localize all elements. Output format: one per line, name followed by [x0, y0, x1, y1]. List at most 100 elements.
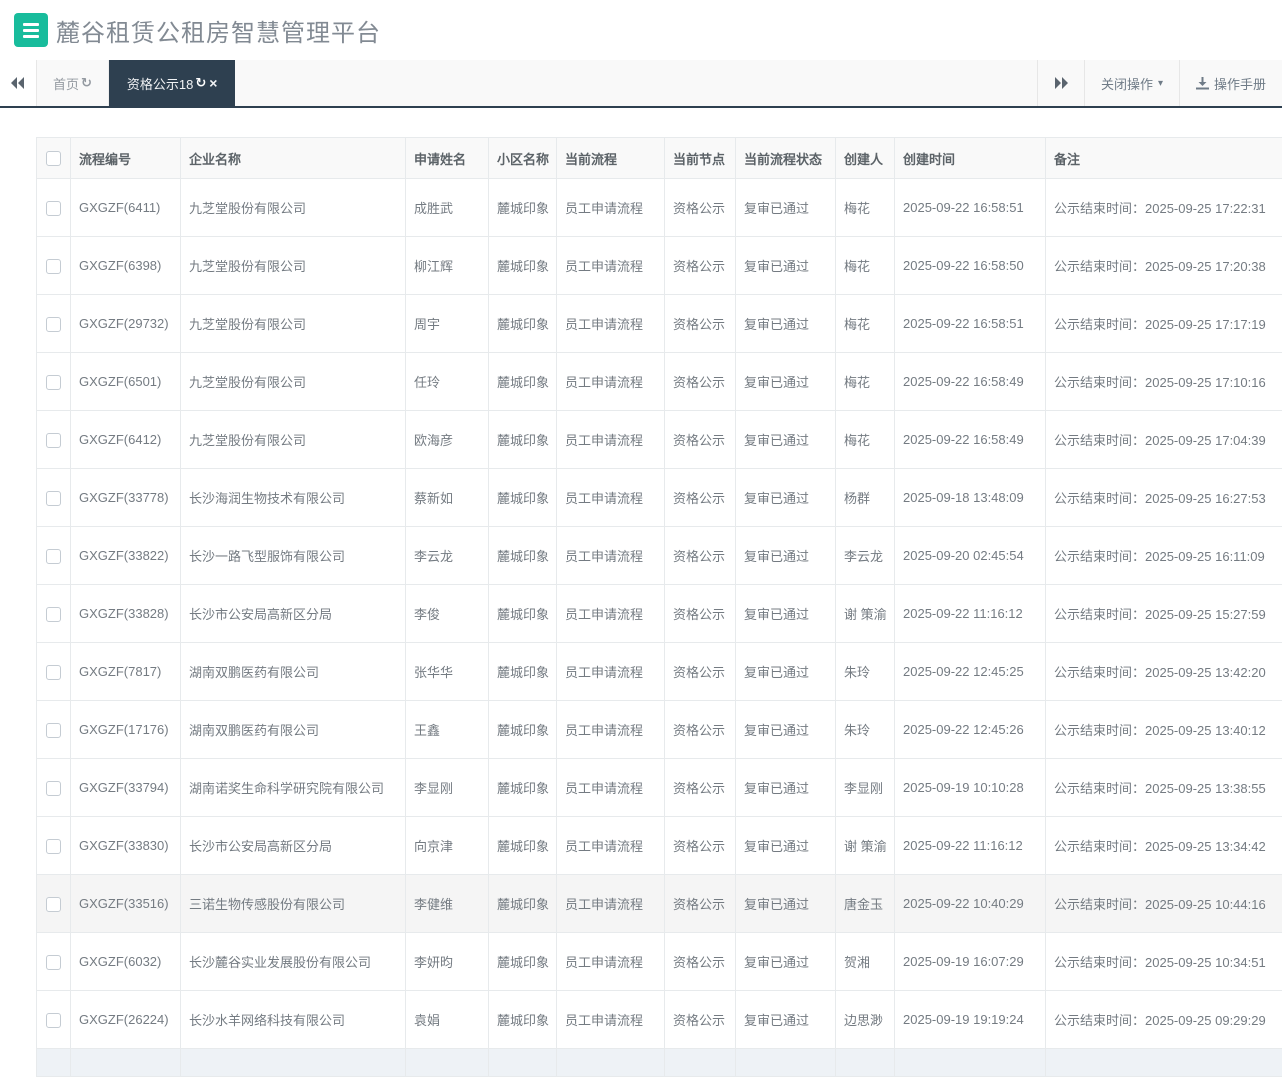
cell-current-node: 资格公示: [664, 816, 736, 875]
table-row[interactable]: GXGZF(26224) 长沙水羊网络科技有限公司 袁娟 麓城印象 员工申请流程…: [36, 990, 1282, 1049]
table-row-partial[interactable]: [36, 1048, 1282, 1077]
cell-remark: 公示结束时间：2025-09-25 17:04:39: [1045, 410, 1282, 469]
cell-applicant: 李健维: [405, 874, 489, 933]
row-checkbox[interactable]: [46, 200, 61, 216]
close-tab-icon[interactable]: ×: [209, 75, 218, 91]
table-row[interactable]: GXGZF(6398) 九芝堂股份有限公司 柳江辉 麓城印象 员工申请流程 资格…: [36, 236, 1282, 295]
cell-created-time: [894, 1048, 1046, 1077]
column-header-applicant: 申请姓名: [405, 137, 489, 179]
cell-current-node: 资格公示: [664, 352, 736, 411]
cell-company: 湖南诺奖生命科学研究院有限公司: [180, 758, 406, 817]
cell-current-node: 资格公示: [664, 584, 736, 643]
row-checkbox[interactable]: [46, 896, 61, 912]
hamburger-menu-button[interactable]: [14, 13, 48, 47]
cell-creator: 梅花: [835, 236, 895, 295]
select-all-checkbox[interactable]: [46, 151, 61, 167]
cell-current-node: 资格公示: [664, 236, 736, 295]
table-row[interactable]: GXGZF(33794) 湖南诺奖生命科学研究院有限公司 李显刚 麓城印象 员工…: [36, 758, 1282, 817]
table-row[interactable]: GXGZF(6501) 九芝堂股份有限公司 任玲 麓城印象 员工申请流程 资格公…: [36, 352, 1282, 411]
table-row[interactable]: GXGZF(6411) 九芝堂股份有限公司 成胜武 麓城印象 员工申请流程 资格…: [36, 178, 1282, 237]
cell-current-node: 资格公示: [664, 294, 736, 353]
cell-creator: 贺湘: [835, 932, 895, 991]
table-row[interactable]: GXGZF(33830) 长沙市公安局高新区分局 向京津 麓城印象 员工申请流程…: [36, 816, 1282, 875]
cell-community: 麓城印象: [488, 236, 557, 295]
operation-manual-button[interactable]: 操作手册: [1178, 60, 1282, 106]
scroll-tabs-right-button[interactable]: [1036, 60, 1084, 106]
cell-creator: 梅花: [835, 294, 895, 353]
cell-community: 麓城印象: [488, 526, 557, 585]
row-checkbox[interactable]: [46, 432, 61, 448]
cell-created-time: 2025-09-22 12:45:26: [894, 700, 1046, 759]
cell-creator: 梅花: [835, 352, 895, 411]
table-row[interactable]: GXGZF(17176) 湖南双鹏医药有限公司 王鑫 麓城印象 员工申请流程 资…: [36, 700, 1282, 759]
cell-company: 湖南双鹏医药有限公司: [180, 642, 406, 701]
cell-company: 长沙麓谷实业发展股份有限公司: [180, 932, 406, 991]
cell-community: 麓城印象: [488, 700, 557, 759]
cell-current-process: 员工申请流程: [556, 700, 665, 759]
cell-company: 长沙水羊网络科技有限公司: [180, 990, 406, 1049]
cell-created-time: 2025-09-22 12:45:25: [894, 642, 1046, 701]
close-operations-dropdown[interactable]: 关闭操作 ▾: [1083, 60, 1179, 106]
cell-current-process: 员工申请流程: [556, 468, 665, 527]
tab-home[interactable]: 首页 ↻: [37, 60, 109, 106]
column-header-process-status: 当前流程状态: [735, 137, 836, 179]
cell-applicant: 李俊: [405, 584, 489, 643]
table-row[interactable]: GXGZF(33516) 三诺生物传感股份有限公司 李健维 麓城印象 员工申请流…: [36, 874, 1282, 933]
row-checkbox[interactable]: [46, 316, 61, 332]
table-row[interactable]: GXGZF(33822) 长沙一路飞型服饰有限公司 李云龙 麓城印象 员工申请流…: [36, 526, 1282, 585]
table-row[interactable]: GXGZF(7817) 湖南双鹏医药有限公司 张华华 麓城印象 员工申请流程 资…: [36, 642, 1282, 701]
refresh-icon[interactable]: ↻: [81, 75, 92, 90]
cell-current-process: 员工申请流程: [556, 526, 665, 585]
cell-process-status: [735, 1048, 836, 1077]
tab-qualification-publicity[interactable]: 资格公示18 ↻ ×: [108, 60, 236, 106]
cell-process-status: 复审已通过: [735, 932, 836, 991]
cell-company: 湖南双鹏医药有限公司: [180, 700, 406, 759]
cell-creator: 谢 策渝: [835, 816, 895, 875]
cell-current-node: 资格公示: [664, 990, 736, 1049]
cell-community: 麓城印象: [488, 410, 557, 469]
cell-process-status: 复审已通过: [735, 526, 836, 585]
row-checkbox[interactable]: [46, 258, 61, 274]
table-row[interactable]: GXGZF(33828) 长沙市公安局高新区分局 李俊 麓城印象 员工申请流程 …: [36, 584, 1282, 643]
row-checkbox[interactable]: [46, 606, 61, 622]
cell-process-id: GXGZF(33794): [70, 758, 181, 817]
cell-process-id: GXGZF(17176): [70, 700, 181, 759]
table-row[interactable]: GXGZF(29732) 九芝堂股份有限公司 周宇 麓城印象 员工申请流程 资格…: [36, 294, 1282, 353]
cell-created-time: 2025-09-22 11:16:12: [894, 816, 1046, 875]
table-row[interactable]: GXGZF(6412) 九芝堂股份有限公司 欧海彦 麓城印象 员工申请流程 资格…: [36, 410, 1282, 469]
cell-current-process: [556, 1048, 665, 1077]
cell-creator: 朱玲: [835, 700, 895, 759]
row-checkbox[interactable]: [46, 490, 61, 506]
row-checkbox[interactable]: [46, 548, 61, 564]
table-row[interactable]: GXGZF(6032) 长沙麓谷实业发展股份有限公司 李妍昀 麓城印象 员工申请…: [36, 932, 1282, 991]
row-checkbox[interactable]: [46, 722, 61, 738]
cell-company: 长沙一路飞型服饰有限公司: [180, 526, 406, 585]
download-icon: [1195, 76, 1209, 89]
cell-company: 三诺生物传感股份有限公司: [180, 874, 406, 933]
cell-current-node: 资格公示: [664, 700, 736, 759]
chevron-down-icon: ▾: [1157, 77, 1163, 89]
table-row[interactable]: GXGZF(33778) 长沙海润生物技术有限公司 蔡新如 麓城印象 员工申请流…: [36, 468, 1282, 527]
cell-process-id: GXGZF(7817): [70, 642, 181, 701]
row-checkbox[interactable]: [46, 838, 61, 854]
cell-process-id: GXGZF(6032): [70, 932, 181, 991]
cell-creator: 杨群: [835, 468, 895, 527]
scroll-tabs-left-button[interactable]: [0, 60, 37, 106]
row-checkbox[interactable]: [46, 374, 61, 390]
cell-remark: 公示结束时间：2025-09-25 10:44:16: [1045, 874, 1282, 933]
table-header-row: 流程编号 企业名称 申请姓名 小区名称 当前流程 当前节点 当前流程状态 创建人…: [36, 137, 1282, 179]
row-checkbox[interactable]: [46, 780, 61, 796]
cell-process-status: 复审已通过: [735, 178, 836, 237]
cell-community: 麓城印象: [488, 178, 557, 237]
refresh-icon[interactable]: ↻: [195, 75, 207, 90]
cell-company: 长沙市公安局高新区分局: [180, 584, 406, 643]
row-checkbox[interactable]: [46, 664, 61, 680]
cell-creator: 谢 策渝: [835, 584, 895, 643]
cell-applicant: 李云龙: [405, 526, 489, 585]
cell-process-id: GXGZF(33778): [70, 468, 181, 527]
row-checkbox[interactable]: [46, 1012, 61, 1028]
cell-current-process: 员工申请流程: [556, 584, 665, 643]
row-checkbox[interactable]: [46, 954, 61, 970]
cell-community: 麓城印象: [488, 932, 557, 991]
cell-created-time: 2025-09-22 11:16:12: [894, 584, 1046, 643]
